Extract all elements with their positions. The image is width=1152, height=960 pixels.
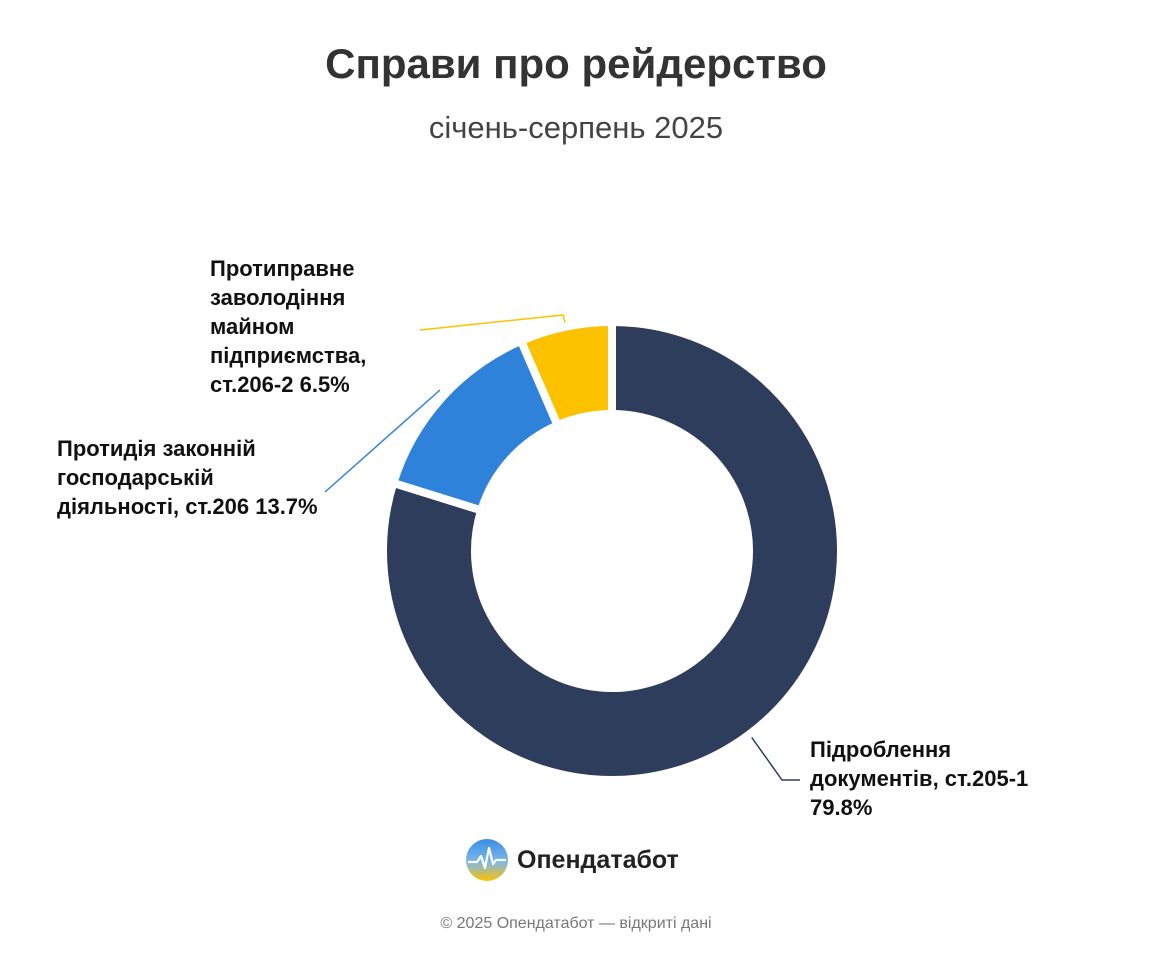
data-label: Протиправне заволодіння майном підприємс… [210,254,410,399]
category-label: Протиправне заволодіння майном підприємс… [210,256,367,397]
leader-line [419,314,568,331]
value-label: 79.8% [810,795,873,820]
chart-subtitle: січень-серпень 2025 [428,110,724,145]
leader-line [749,734,800,781]
brand-name: Опендатабот [517,845,679,874]
donut-segment [379,318,845,784]
brand: Опендатабот [465,838,679,882]
category-label: Підроблення документів, ст.205-1 [810,737,1029,791]
donut-segment [517,318,616,430]
data-label: Підроблення документів, ст.205-1 79.8% [810,735,1080,822]
chart-title: Справи про рейдерство [325,40,827,87]
leader-line [324,389,441,493]
category-label: Протидія законній господарській діяльнос… [57,436,256,519]
footer: © 2025 Опендатабот — відкриті дані [440,915,712,932]
value-label: 13.7% [255,494,318,519]
brand-logo [466,839,508,881]
data-label: Протидія законній господарській діяльнос… [57,434,319,521]
value-label: 6.5% [299,372,350,397]
